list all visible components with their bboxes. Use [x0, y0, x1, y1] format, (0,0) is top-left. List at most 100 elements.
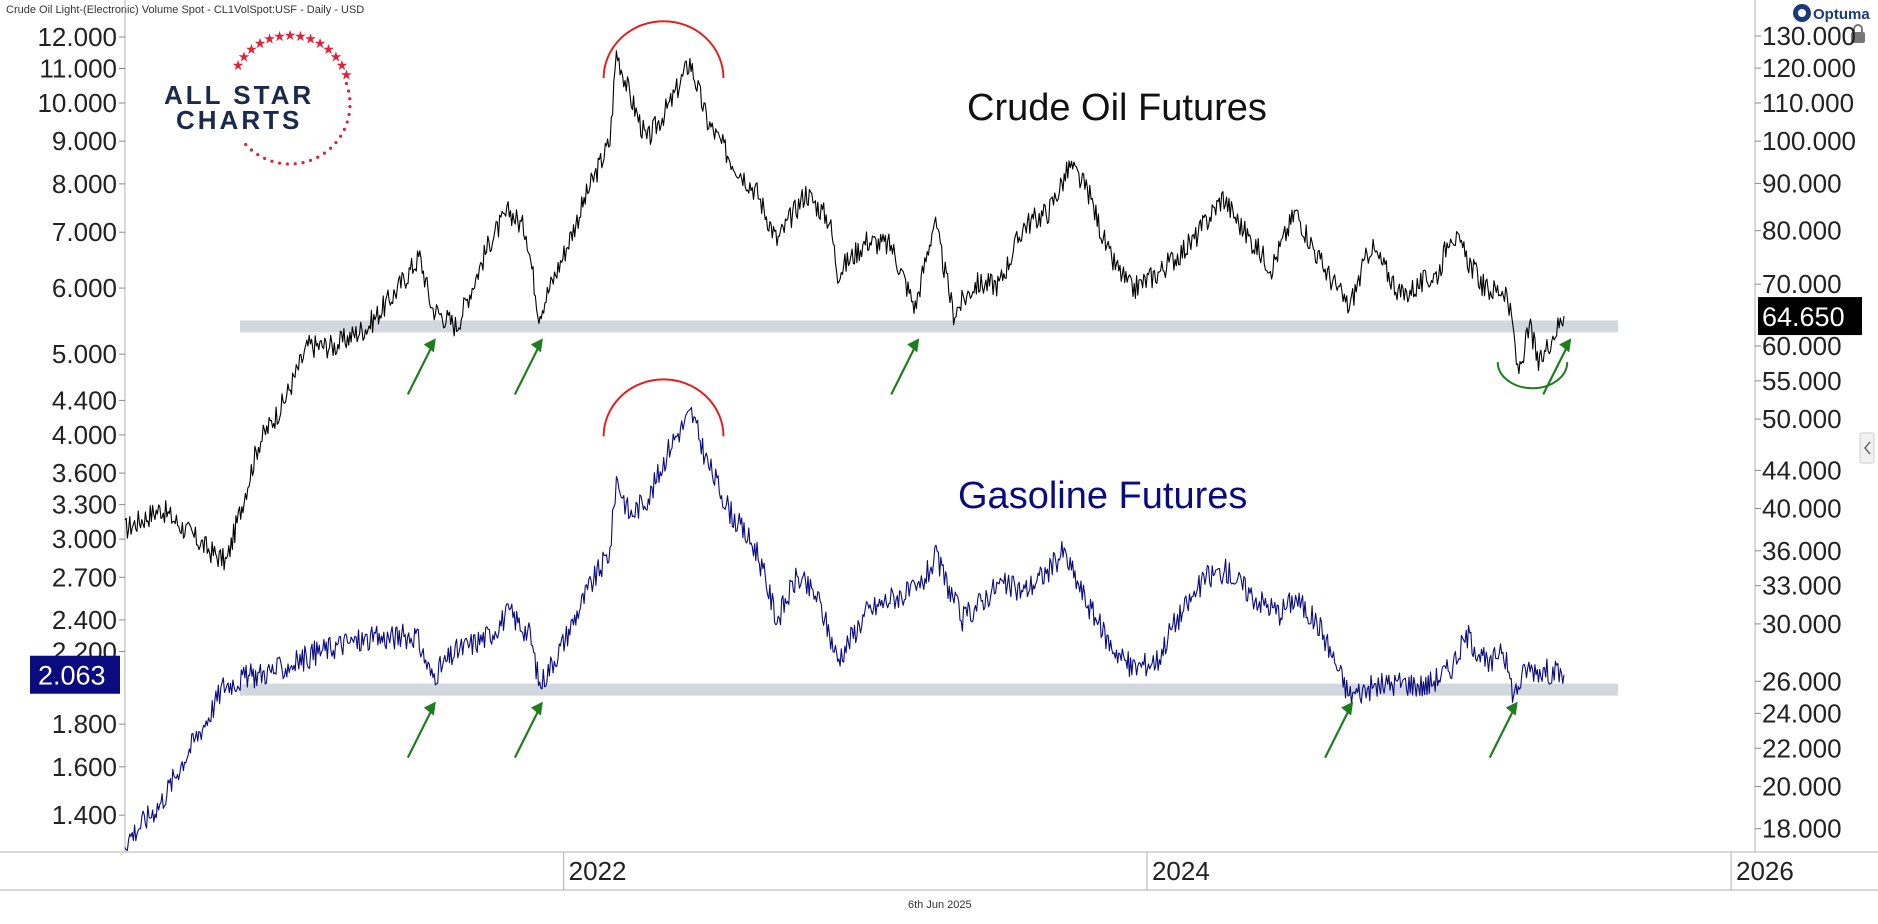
right-tick-label: 60.000 — [1762, 331, 1842, 361]
logo-star-icon: ★ — [336, 58, 349, 74]
logo-star-icon: ★ — [330, 49, 343, 65]
arrow-head — [530, 338, 543, 353]
logo-dot — [293, 162, 297, 166]
logo-dot — [334, 140, 338, 145]
left-tick-label: 1.800 — [52, 709, 117, 739]
arc-bottom-annotation-2 — [1496, 362, 1569, 389]
right-last-price: 64.650 — [1758, 297, 1862, 336]
arrow-shaft — [1488, 709, 1515, 759]
x-tick-label: 2022 — [569, 856, 627, 886]
left-tick-label: 3.000 — [52, 524, 117, 554]
collapse-panel-button[interactable] — [1859, 432, 1875, 464]
arrow-icon — [890, 338, 920, 395]
left-tick-label: 8.000 — [52, 169, 117, 199]
instrument-header: Crude Oil Light-(Electronic) Volume Spot… — [6, 4, 364, 16]
logo-star-icon: ★ — [254, 36, 267, 52]
support-band-1 — [240, 683, 1618, 696]
logo-line-2: CHARTS — [176, 105, 302, 135]
arrow-shaft — [513, 709, 540, 759]
right-tick-label: 30.000 — [1762, 609, 1842, 639]
arrow-icon — [1542, 338, 1572, 395]
right-tick-label: 55.000 — [1762, 366, 1842, 396]
right-tick-label: 44.000 — [1762, 455, 1842, 485]
logo-dot — [301, 160, 305, 165]
left-price-box — [30, 655, 120, 694]
right-price-label: 64.650 — [1762, 302, 1845, 332]
arc-top-annotation-1 — [602, 378, 725, 437]
right-tick-label: 100.000 — [1762, 126, 1856, 156]
left-tick-label: 3.300 — [52, 490, 117, 520]
arrow-shaft — [1324, 709, 1351, 759]
left-last-price: 2.063 — [30, 655, 120, 694]
logo-stars-ring: ★★★★★★★★★★★★★★ — [232, 28, 353, 166]
logo-dot — [285, 162, 289, 166]
series-line-gasoline — [124, 406, 1565, 851]
arrow-head — [423, 338, 436, 353]
series-line-crude — [124, 50, 1565, 571]
arrow-icon — [406, 338, 436, 395]
logo-dot — [328, 146, 333, 150]
right-tick-label: 90.000 — [1762, 168, 1842, 198]
left-tick-label: 4.400 — [52, 385, 117, 415]
left-tick-label: 5.000 — [52, 339, 117, 369]
arrow-icon — [1324, 701, 1354, 759]
arrow-head — [1505, 701, 1518, 716]
arrow-head — [1559, 338, 1572, 353]
left-tick-label: 4.000 — [52, 420, 117, 450]
logo-star-icon: ★ — [284, 28, 297, 44]
arrow-shaft — [406, 709, 433, 759]
logo-star-icon: ★ — [273, 29, 286, 45]
x-tick-label: 2026 — [1736, 856, 1794, 886]
support-bands — [240, 320, 1618, 696]
right-tick-label: 24.000 — [1762, 698, 1842, 728]
annotation-layer — [406, 20, 1572, 759]
arrow-head — [530, 701, 543, 716]
logo-star-icon: ★ — [238, 49, 251, 65]
left-tick-label: 11.000 — [39, 54, 117, 84]
right-tick-label: 36.000 — [1762, 536, 1842, 566]
logo-dot — [346, 89, 351, 93]
right-tick-label: 40.000 — [1762, 494, 1842, 524]
right-tick-label: 80.000 — [1762, 216, 1842, 246]
lock-icon[interactable] — [1851, 24, 1865, 43]
logo-line-1: ALL STAR — [164, 80, 314, 110]
logo-star-icon: ★ — [232, 58, 245, 74]
left-tick-label: 6.000 — [52, 273, 117, 303]
left-tick-label: 9.000 — [52, 126, 117, 156]
arrow-icon — [1488, 701, 1518, 759]
arrow-shaft — [890, 345, 917, 395]
right-tick-label: 33.000 — [1762, 571, 1842, 601]
right-tick-label: 22.000 — [1762, 733, 1842, 763]
all-star-charts-logo: ★★★★★★★★★★★★★★ ALL STAR CHARTS — [164, 28, 353, 166]
arrow-icon — [513, 338, 543, 395]
logo-dot — [256, 153, 260, 157]
right-price-box — [1758, 297, 1862, 336]
left-tick-label: 10.000 — [37, 88, 117, 118]
logo-star-icon: ★ — [263, 32, 276, 48]
left-tick-label: 3.600 — [52, 458, 117, 488]
series-layer — [124, 50, 1565, 851]
logo-dot — [249, 148, 254, 152]
logo-star-icon: ★ — [304, 32, 317, 48]
optuma-brand-label: Optuma — [1813, 6, 1870, 23]
chevron-left-icon — [1864, 441, 1871, 455]
footer-date: 6th Jun 2025 — [908, 899, 972, 911]
left-tick-label: 12.000 — [37, 22, 117, 52]
logo-star-icon: ★ — [314, 36, 327, 52]
left-tick-label: 2.400 — [52, 605, 117, 635]
arc-top-annotation-0 — [602, 20, 725, 79]
logo-dot — [308, 158, 313, 162]
logo-dot — [277, 161, 282, 165]
left-tick-label: 1.400 — [52, 800, 117, 830]
arrow-head — [907, 338, 920, 353]
right-tick-label: 20.000 — [1762, 771, 1842, 801]
logo-dot — [244, 142, 248, 147]
support-band-0 — [240, 320, 1618, 333]
right-tick-label: 120.000 — [1762, 53, 1856, 83]
arrow-icon — [406, 701, 436, 759]
logo-dot — [316, 155, 320, 159]
series-label-gasoline: Gasoline Futures — [958, 475, 1247, 517]
